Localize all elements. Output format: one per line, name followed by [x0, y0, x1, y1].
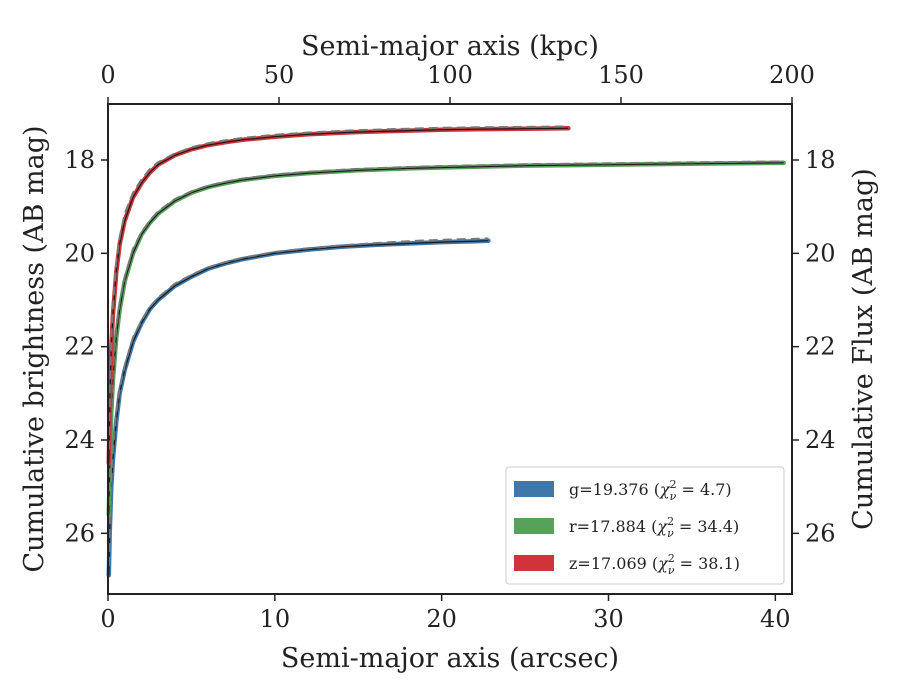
x2-tick-label: 150 — [598, 61, 644, 89]
model-line-0 — [107, 237, 489, 567]
x-axis-bottom: 0 10 20 30 40 — [100, 594, 791, 633]
y2-axis-title: Cumulative Flux (AB mag) — [848, 168, 879, 530]
x2-tick-label: 50 — [264, 61, 295, 89]
y2-tick-label: 20 — [805, 239, 836, 267]
model-line-1 — [107, 160, 784, 506]
legend-box — [505, 466, 785, 585]
x-axis-title: Semi-major axis (arcsec) — [281, 643, 619, 674]
y-tick-label: 26 — [64, 519, 95, 547]
y2-tick-label: 24 — [805, 426, 836, 454]
y-tick-label: 24 — [64, 426, 95, 454]
y2-tick-label: 22 — [805, 333, 836, 361]
series-core-line-1 — [108, 162, 784, 515]
x-tick-label: 10 — [260, 605, 291, 633]
legend-swatch-1 — [514, 518, 554, 534]
x-tick-label: 30 — [593, 605, 624, 633]
y2-tick-label: 18 — [805, 146, 836, 174]
legend-swatch-2 — [514, 555, 554, 571]
x-tick-label: 0 — [100, 605, 115, 633]
legend-label-1: r=17.884 (χ2 ν = 34.4) — [569, 515, 739, 540]
legend: g=19.376 (χ2 ν = 4.7) r=17.884 (χ2 ν = 34.4… — [505, 466, 785, 585]
x-tick-label: 20 — [426, 605, 457, 633]
y-axis-title: Cumulative brightness (AB mag) — [19, 125, 50, 572]
x2-tick-label: 100 — [427, 61, 473, 89]
series-core-line-2 — [108, 127, 569, 464]
x2-axis-title: Semi-major axis (kpc) — [301, 31, 599, 62]
series-line-2 — [106, 126, 571, 466]
x2-tick-label: 0 — [100, 61, 115, 89]
y-axis-right: 18 20 22 24 26 — [792, 146, 836, 547]
y-axis-left: 18 20 22 24 26 — [64, 146, 108, 547]
legend-label-2: z=17.069 (χ2 ν = 38.1) — [569, 552, 740, 577]
plot-curves — [106, 125, 786, 578]
y-tick-label: 22 — [64, 333, 95, 361]
series-core-line-0 — [108, 240, 489, 576]
model-line-2 — [107, 125, 569, 450]
x-axis-top: 0 50 100 150 200 — [100, 61, 815, 104]
y-tick-label: 20 — [64, 239, 95, 267]
x-tick-label: 40 — [760, 605, 791, 633]
series-line-1 — [106, 160, 786, 517]
legend-swatch-0 — [514, 481, 554, 497]
legend-label-0: g=19.376 (χ2 ν = 4.7) — [569, 478, 732, 503]
x2-tick-label: 200 — [769, 61, 815, 89]
y2-tick-label: 26 — [805, 519, 836, 547]
y-tick-label: 18 — [64, 146, 95, 174]
